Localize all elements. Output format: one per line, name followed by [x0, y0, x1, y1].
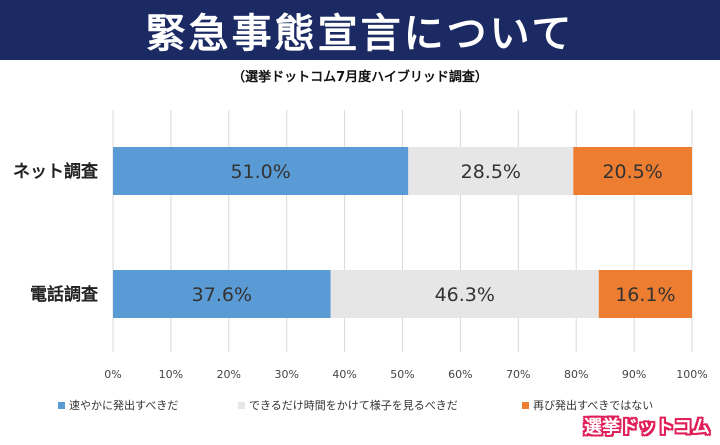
bar-segment	[113, 270, 331, 318]
legend-swatch	[58, 402, 65, 409]
x-tick-label: 80%	[564, 368, 588, 381]
x-tick-label: 100%	[676, 368, 707, 381]
chart-title: 緊急事態宣言について	[145, 11, 575, 57]
category-label: ネット調査	[13, 161, 99, 182]
data-label: 51.0%	[230, 161, 290, 183]
bar-segment	[330, 270, 599, 318]
bar-segment	[598, 270, 692, 318]
brand-logo: 選挙ドットコム	[584, 417, 710, 438]
x-tick-label: 30%	[274, 368, 298, 381]
x-tick-label: 50%	[390, 368, 414, 381]
x-tick-label: 60%	[448, 368, 472, 381]
data-label: 16.1%	[615, 284, 675, 306]
data-label: 28.5%	[461, 161, 521, 183]
bar-segment	[408, 147, 574, 195]
x-tick-label: 70%	[506, 368, 530, 381]
legend-label: できるだけ時間をかけて様子を見るべきだ	[249, 398, 458, 412]
x-tick-label: 20%	[217, 368, 241, 381]
chart-subtitle: （選挙ドットコム7月度ハイブリッド調査）	[232, 70, 488, 85]
x-tick-label: 10%	[159, 368, 183, 381]
legend-swatch	[238, 402, 245, 409]
legend-label: 速やかに発出すべきだ	[69, 398, 178, 412]
bar-segment	[573, 147, 692, 195]
legend-label: 再び発出すべきではない	[533, 398, 653, 412]
x-tick-label: 0%	[104, 368, 121, 381]
data-label: 46.3%	[435, 284, 495, 306]
data-label: 20.5%	[602, 161, 662, 183]
title-banner: 緊急事態宣言について	[0, 0, 720, 60]
category-label: 電話調査	[30, 284, 99, 305]
legend-swatch	[522, 402, 529, 409]
x-tick-label: 40%	[332, 368, 356, 381]
data-label: 37.6%	[192, 284, 252, 306]
x-tick-label: 90%	[622, 368, 646, 381]
bar-segment	[113, 147, 409, 195]
